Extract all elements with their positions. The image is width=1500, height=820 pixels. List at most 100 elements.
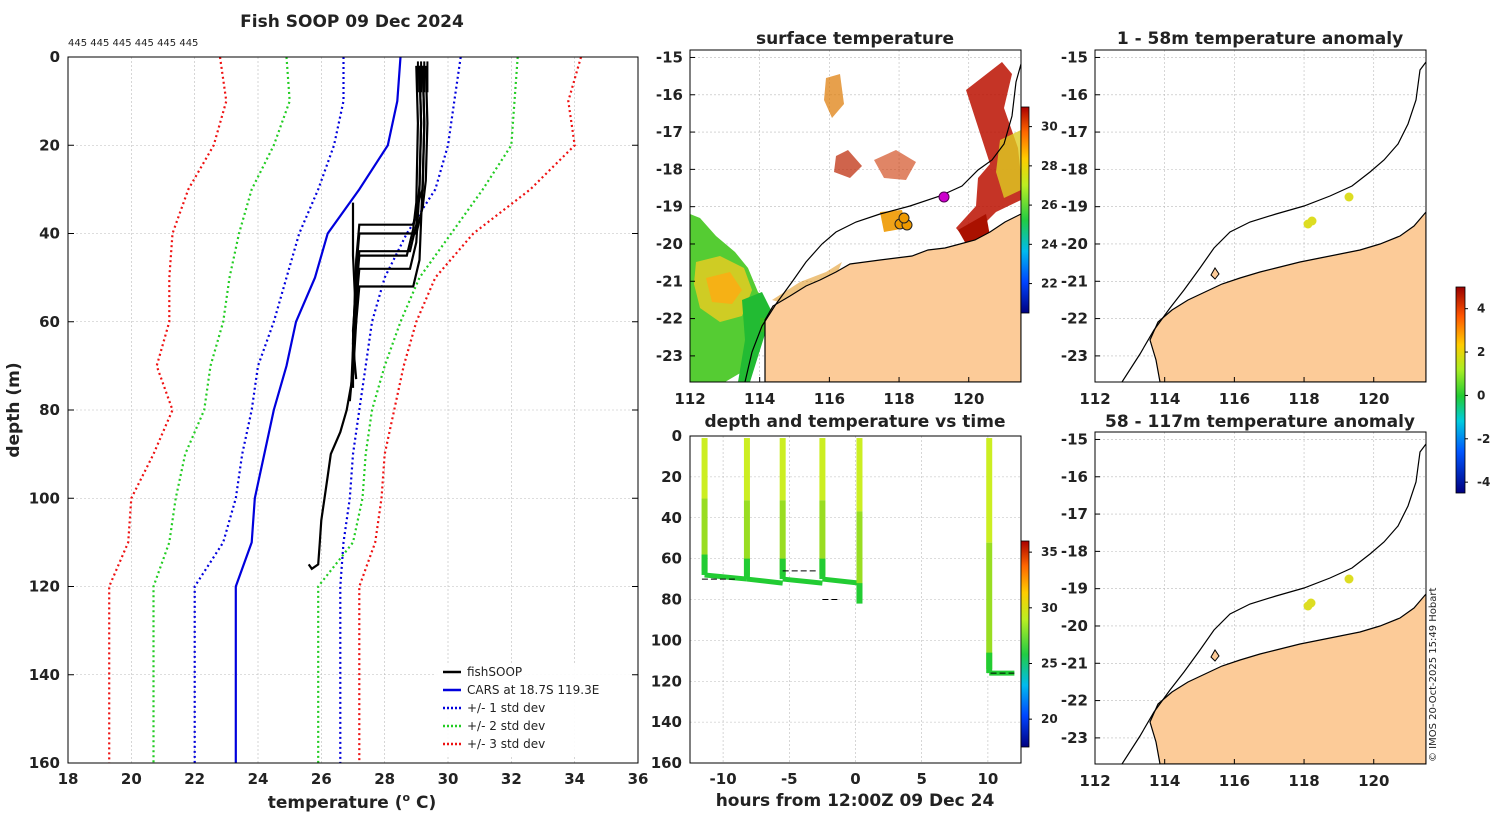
dive-column-bottom — [701, 554, 708, 575]
sst-colorbar-ticks: 22 24 26 28 30 — [1029, 120, 1058, 291]
map-xtick-label: 120 — [1358, 390, 1389, 408]
colorbar-tick-label: 24 — [1041, 237, 1058, 251]
dive-bottom-track — [782, 576, 823, 586]
map-ytick-label: -23 — [1061, 729, 1088, 747]
anomaly-1-58-island — [1210, 267, 1220, 280]
fishsoop-cast — [351, 65, 423, 366]
map-ytick-label: -15 — [1061, 48, 1088, 66]
dive-column-bottom — [856, 583, 863, 604]
profile-xtick-label: 32 — [501, 770, 522, 788]
map-ytick-label: -22 — [656, 310, 683, 328]
map-ytick-label: -18 — [656, 160, 683, 178]
profile-top-annotation: 445 445 445 445 445 445 — [68, 38, 198, 49]
sst-scatter-north — [834, 150, 862, 178]
series-line-4 — [358, 56, 583, 763]
sst-orange-patch — [706, 272, 742, 304]
dive-column-mid — [819, 500, 826, 575]
track-point — [898, 212, 910, 224]
series-line-3 — [152, 56, 291, 763]
surface-map-panel: surface temperature — [656, 29, 1058, 408]
map-ytick-label: -17 — [1061, 123, 1088, 141]
series-line-2 — [339, 56, 462, 763]
map-ytick-label: -15 — [1061, 430, 1088, 448]
anomaly-point — [1306, 598, 1316, 608]
series-line-1 — [234, 56, 402, 763]
fishsoop-deep-cast — [307, 202, 358, 571]
map-ytick-label: -19 — [1061, 198, 1088, 216]
anomaly-58-117-title: 58 - 117m temperature anomaly — [1105, 412, 1415, 432]
map-ytick-label: -23 — [656, 347, 683, 365]
map-xtick-label: 116 — [814, 390, 845, 408]
colorbar-tick-label: 30 — [1041, 120, 1058, 134]
map-ytick-label: -21 — [1061, 272, 1088, 290]
dt-colorbar-ticks: 20 25 30 35 — [1029, 545, 1058, 726]
profile-xtick-label: 20 — [121, 770, 142, 788]
dt-ytick-label: 120 — [651, 672, 682, 690]
dive-column-mid — [701, 498, 708, 571]
anomaly-1-58-shelf-line — [1121, 61, 1426, 382]
profile-xtick-label: 28 — [374, 770, 395, 788]
dive-column-bottom — [986, 652, 993, 674]
surface-map-shelf-line — [744, 63, 1021, 382]
map-ytick-label: -19 — [656, 198, 683, 216]
profile-title: Fish SOOP 09 Dec 2024 — [240, 12, 464, 32]
profile-lines — [108, 56, 583, 763]
colorbar-tick-label: 20 — [1041, 712, 1058, 726]
dive-column-top — [743, 438, 750, 501]
colorbar-tick-label: 30 — [1041, 601, 1058, 615]
legend-box — [436, 664, 632, 756]
fishsoop-cast — [351, 65, 420, 380]
map-ytick-label: -23 — [1061, 347, 1088, 365]
dt-ytick-label: 140 — [651, 713, 682, 731]
sst-scatter-mid — [874, 150, 916, 180]
anomaly-1-58-frame — [1094, 49, 1427, 383]
dt-ytick-label: 100 — [651, 631, 682, 649]
profile-yticks: 0 20 40 60 80 100 120 140 160 — [29, 48, 638, 772]
anomaly-point — [1307, 216, 1317, 226]
map-xtick-label: 118 — [1288, 390, 1319, 408]
dt-ytick-label: 0 — [672, 427, 682, 445]
legend-label-3: +/- 2 std dev — [467, 719, 545, 733]
dt-xtick-label: 0 — [850, 770, 860, 788]
profile-ytick-label: 40 — [39, 225, 60, 243]
anomaly-58-117-shelf-line — [1121, 443, 1426, 764]
dive-column-top — [986, 438, 993, 543]
anomaly-point — [1344, 192, 1354, 202]
dive-column-bottom — [819, 558, 826, 580]
profile-xtick-label: 24 — [248, 770, 269, 788]
surface-map-content — [690, 62, 1021, 382]
map-ytick-label: -21 — [656, 272, 683, 290]
dive-bottom-track — [746, 576, 783, 586]
profile-xtick-label: 34 — [564, 770, 585, 788]
map-ytick-label: -22 — [1061, 310, 1088, 328]
map-xtick-label: 118 — [1288, 772, 1319, 790]
map-ytick-label: -16 — [656, 86, 683, 104]
profile-xlabel-tail: C) — [410, 793, 436, 813]
anomaly-colorbar-ticks: 4 2 0 -2 -4 — [1465, 302, 1490, 489]
profile-panel: Fish SOOP 09 Dec 2024 445 445 445 445 44… — [4, 12, 648, 813]
legend-label-0: fishSOOP — [467, 665, 522, 679]
depth-time-data — [701, 438, 1015, 676]
profile-xtick-label: 30 — [438, 770, 459, 788]
dive-column-top — [819, 438, 826, 501]
anomaly-1-58-panel: 1 - 58m temperature anomaly 112 114 116 118… — [1061, 29, 1427, 408]
profile-legend: fishSOOP CARS at 18.7S 119.3E +/- 1 std de… — [436, 664, 632, 756]
anomaly-58-117-frame — [1094, 431, 1427, 765]
profile-xtick-label: 26 — [311, 770, 332, 788]
colorbar-tick-label: 4 — [1477, 302, 1485, 316]
anomaly-58-117-panel: 58 - 117m temperature anomaly 112 114 116 1… — [1061, 412, 1427, 790]
map-ytick-label: -15 — [656, 48, 683, 66]
map-xtick-label: 114 — [1149, 772, 1180, 790]
dt-xtick-label: -10 — [710, 770, 737, 788]
map-xtick-label: 116 — [1219, 772, 1250, 790]
dt-ytick-label: 40 — [661, 509, 682, 527]
anomaly-colorbar-bar — [1455, 286, 1466, 494]
dive-column-top — [856, 438, 863, 512]
series-line-3 — [317, 56, 519, 763]
legend-label-2: +/- 1 std dev — [467, 701, 545, 715]
depth-time-panel: depth and temperature vs time -10 -5 0 5 100… — [651, 412, 1058, 811]
surface-map-title: surface temperature — [756, 29, 954, 49]
anomaly-1-58-land — [1149, 211, 1426, 382]
colorbar-tick-label: 2 — [1477, 345, 1485, 359]
profile-xlabel: temperature (o C) — [268, 791, 437, 813]
